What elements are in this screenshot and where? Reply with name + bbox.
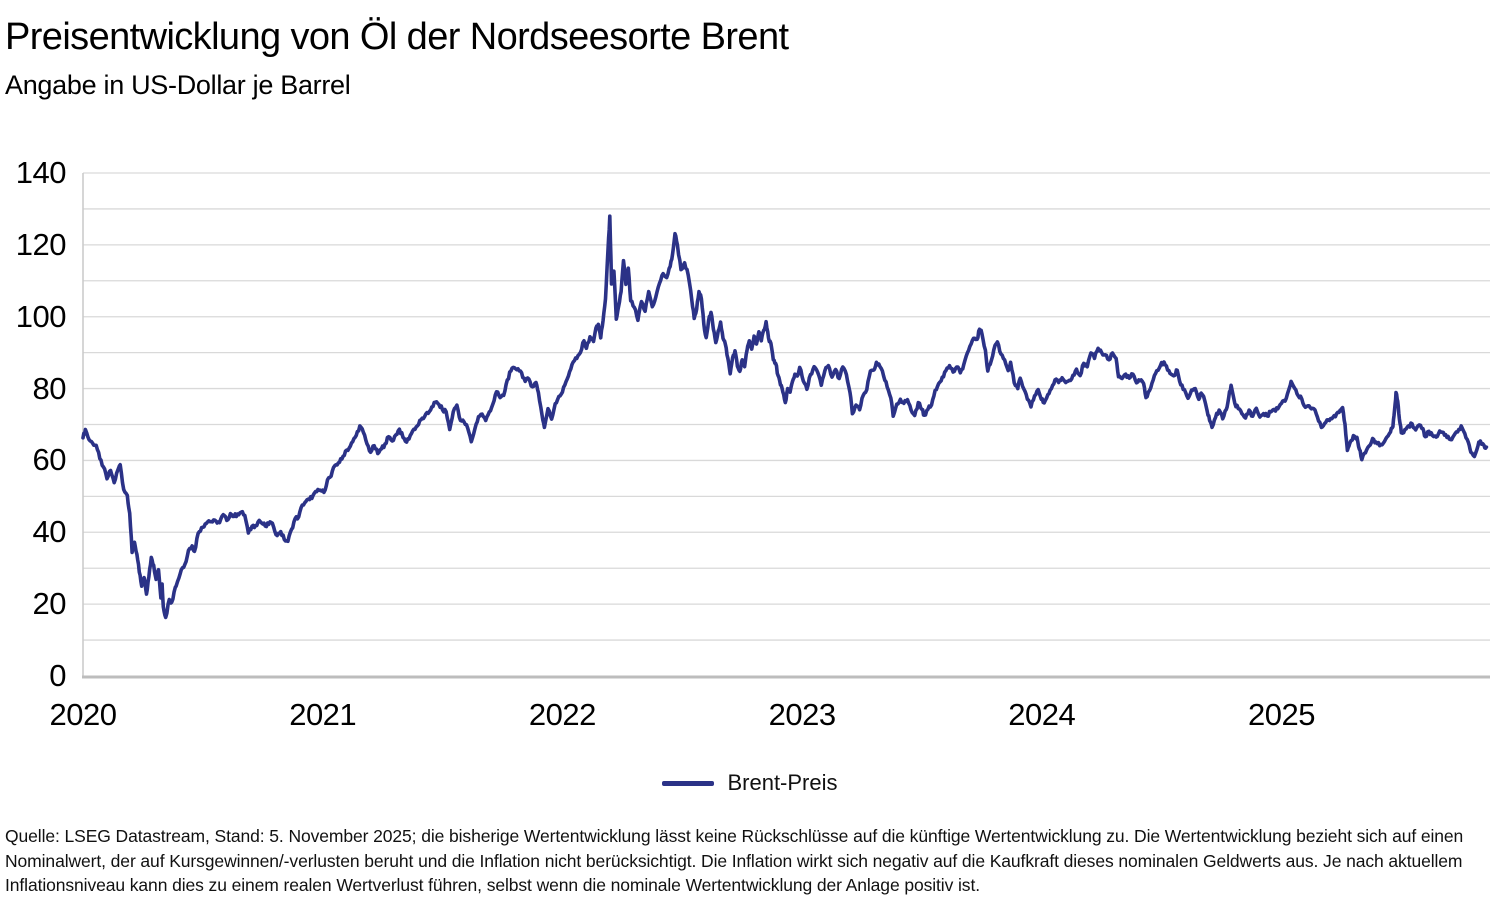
y-tick-label: 120: [15, 226, 67, 262]
y-tick-label: 140: [15, 155, 67, 190]
x-tick-label: 2021: [289, 697, 357, 732]
source-footnote: Quelle: LSEG Datastream, Stand: 5. Novem…: [5, 826, 1464, 895]
x-tick-label: 2022: [528, 697, 596, 732]
x-tick-label: 2024: [1008, 697, 1076, 732]
x-tick-label: 2020: [49, 697, 117, 732]
x-tick-label: 2023: [768, 697, 836, 732]
y-tick-label: 20: [32, 586, 67, 622]
y-tick-label: 100: [15, 298, 67, 334]
legend-line-swatch: [662, 780, 715, 786]
y-tick-label: 80: [32, 370, 67, 406]
legend-label: Brent-Preis: [727, 770, 838, 795]
legend: Brent-Preis: [0, 770, 1500, 796]
chart-subtitle: Angabe in US-Dollar je Barrel: [5, 70, 351, 100]
y-tick-label: 40: [32, 514, 67, 550]
x-tick-label: 2025: [1247, 697, 1315, 732]
y-tick-label: 60: [32, 442, 67, 478]
chart-title: Preisentwicklung von Öl der Nordseesorte…: [5, 16, 789, 58]
y-tick-label: 0: [49, 658, 66, 693]
brent-price-line: [81, 214, 1489, 620]
